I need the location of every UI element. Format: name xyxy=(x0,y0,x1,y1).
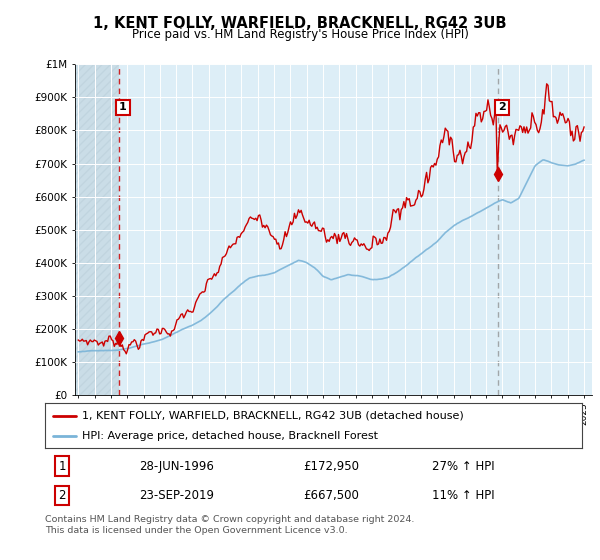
Text: 1, KENT FOLLY, WARFIELD, BRACKNELL, RG42 3UB (detached house): 1, KENT FOLLY, WARFIELD, BRACKNELL, RG42… xyxy=(82,410,463,421)
Text: Price paid vs. HM Land Registry's House Price Index (HPI): Price paid vs. HM Land Registry's House … xyxy=(131,28,469,41)
Text: £172,950: £172,950 xyxy=(303,460,359,473)
Text: 1: 1 xyxy=(119,102,127,113)
Text: 1, KENT FOLLY, WARFIELD, BRACKNELL, RG42 3UB: 1, KENT FOLLY, WARFIELD, BRACKNELL, RG42… xyxy=(93,16,507,31)
Text: 28-JUN-1996: 28-JUN-1996 xyxy=(139,460,214,473)
Text: £667,500: £667,500 xyxy=(303,489,359,502)
Bar xyxy=(75,64,119,395)
Text: Contains HM Land Registry data © Crown copyright and database right 2024.
This d: Contains HM Land Registry data © Crown c… xyxy=(45,515,415,535)
Text: 27% ↑ HPI: 27% ↑ HPI xyxy=(431,460,494,473)
Text: 2: 2 xyxy=(498,102,506,113)
Text: 23-SEP-2019: 23-SEP-2019 xyxy=(139,489,214,502)
Text: HPI: Average price, detached house, Bracknell Forest: HPI: Average price, detached house, Brac… xyxy=(82,431,377,441)
Text: 11% ↑ HPI: 11% ↑ HPI xyxy=(431,489,494,502)
Text: 1: 1 xyxy=(58,460,66,473)
Text: 2: 2 xyxy=(58,489,66,502)
